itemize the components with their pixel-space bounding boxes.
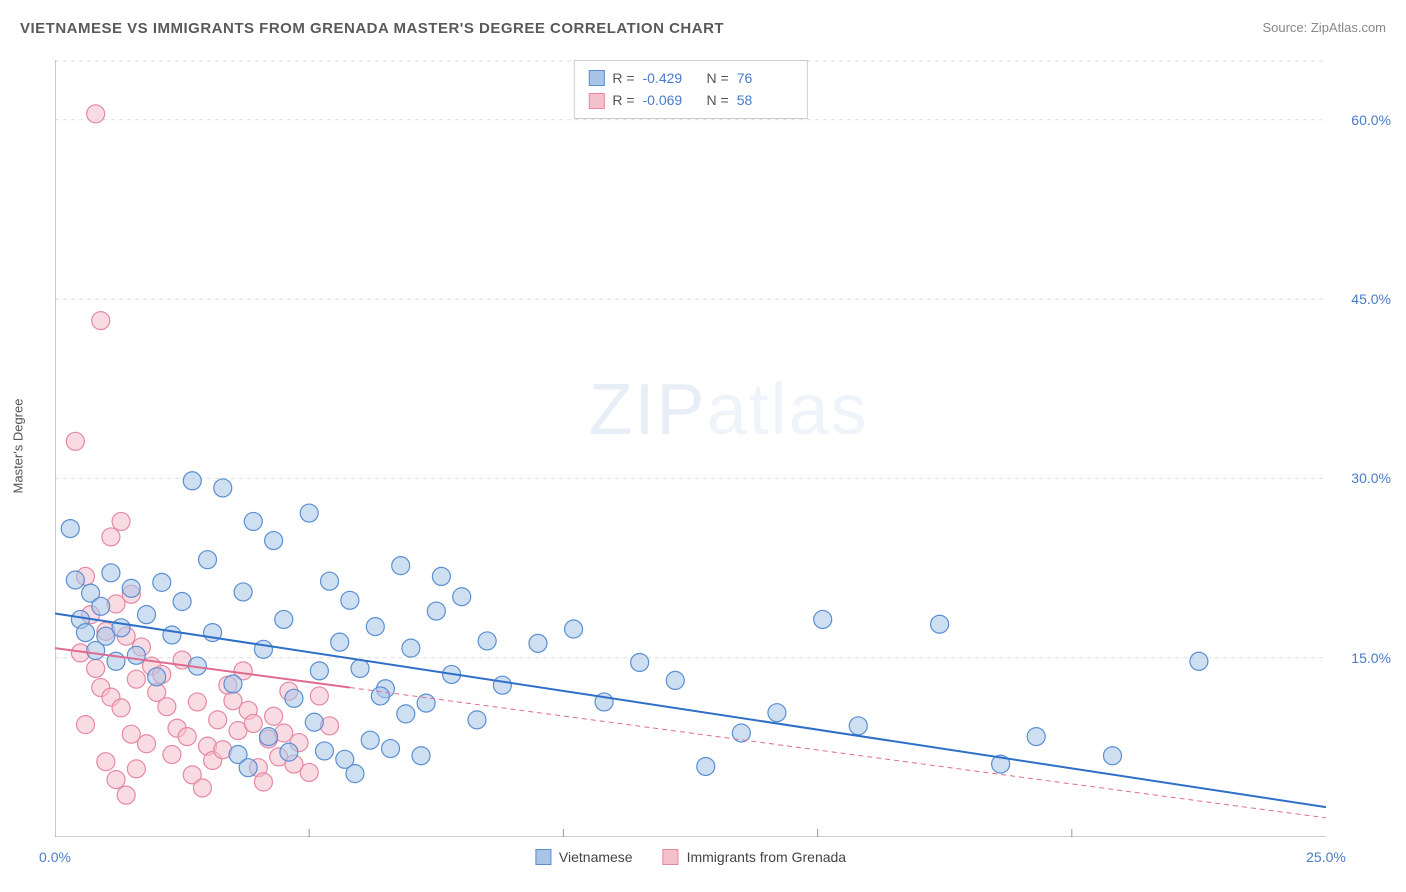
n-value-0: 76 <box>737 67 793 89</box>
chart-title: VIETNAMESE VS IMMIGRANTS FROM GRENADA MA… <box>20 20 724 37</box>
swatch-series-1 <box>663 849 679 865</box>
chart-container: VIETNAMESE VS IMMIGRANTS FROM GRENADA MA… <box>0 0 1406 892</box>
stats-row: R = -0.069 N = 58 <box>588 89 792 111</box>
plot-area: ZIPatlas R = -0.429 N = 76 R = -0.069 N … <box>55 60 1326 837</box>
r-label: R = <box>612 89 634 111</box>
n-label: N = <box>707 89 729 111</box>
legend-item: Vietnamese <box>535 849 633 865</box>
y-tick-label: 30.0% <box>1351 470 1391 486</box>
x-tick-label: 25.0% <box>1306 849 1346 865</box>
r-value-1: -0.069 <box>643 89 699 111</box>
swatch-series-0 <box>535 849 551 865</box>
series-legend: Vietnamese Immigrants from Grenada <box>535 849 846 865</box>
swatch-series-0 <box>588 70 604 86</box>
scatter-plot-svg <box>55 60 1326 837</box>
y-tick-label: 60.0% <box>1351 112 1391 128</box>
n-label: N = <box>707 67 729 89</box>
r-label: R = <box>612 67 634 89</box>
legend-label-0: Vietnamese <box>559 849 633 865</box>
legend-label-1: Immigrants from Grenada <box>687 849 847 865</box>
source-attribution: Source: ZipAtlas.com <box>1262 20 1386 35</box>
y-tick-label: 15.0% <box>1351 650 1391 666</box>
stats-legend-box: R = -0.429 N = 76 R = -0.069 N = 58 <box>573 60 807 119</box>
stats-row: R = -0.429 N = 76 <box>588 67 792 89</box>
r-value-0: -0.429 <box>643 67 699 89</box>
n-value-1: 58 <box>737 89 793 111</box>
y-tick-label: 45.0% <box>1351 291 1391 307</box>
swatch-series-1 <box>588 93 604 109</box>
legend-item: Immigrants from Grenada <box>663 849 847 865</box>
x-tick-label: 0.0% <box>39 849 71 865</box>
y-axis-label: Master's Degree <box>11 399 26 494</box>
